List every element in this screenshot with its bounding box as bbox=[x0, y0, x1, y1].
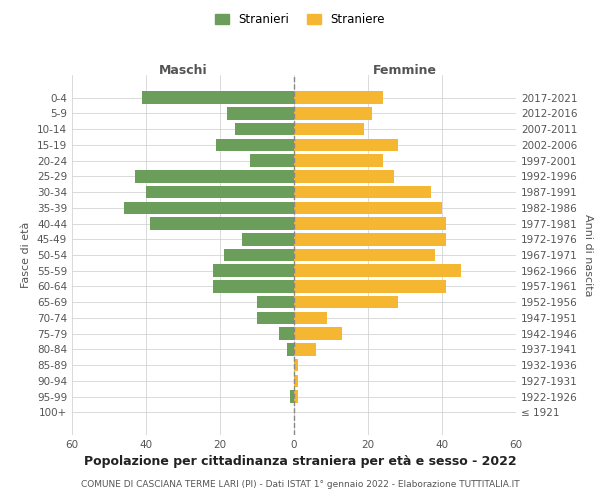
Bar bbox=[294, 374, 298, 387]
Bar bbox=[294, 343, 316, 355]
Y-axis label: Fasce di età: Fasce di età bbox=[22, 222, 31, 288]
Bar bbox=[294, 264, 461, 277]
Text: Femmine: Femmine bbox=[373, 64, 437, 77]
Bar bbox=[294, 123, 364, 136]
Bar bbox=[212, 264, 294, 277]
Bar bbox=[294, 359, 298, 372]
Bar bbox=[290, 390, 294, 403]
Bar bbox=[217, 138, 294, 151]
Bar bbox=[294, 138, 398, 151]
Bar bbox=[224, 248, 294, 262]
Bar bbox=[294, 202, 442, 214]
Bar bbox=[294, 154, 383, 167]
Bar bbox=[294, 248, 434, 262]
Bar bbox=[294, 92, 383, 104]
Text: Popolazione per cittadinanza straniera per età e sesso - 2022: Popolazione per cittadinanza straniera p… bbox=[83, 455, 517, 468]
Bar bbox=[294, 186, 431, 198]
Bar bbox=[279, 328, 294, 340]
Bar bbox=[135, 170, 294, 182]
Bar bbox=[294, 107, 372, 120]
Bar bbox=[294, 170, 394, 182]
Bar bbox=[294, 233, 446, 245]
Bar bbox=[294, 217, 446, 230]
Bar bbox=[235, 123, 294, 136]
Y-axis label: Anni di nascita: Anni di nascita bbox=[583, 214, 593, 296]
Bar bbox=[242, 233, 294, 245]
Bar bbox=[294, 312, 328, 324]
Text: COMUNE DI CASCIANA TERME LARI (PI) - Dati ISTAT 1° gennaio 2022 - Elaborazione T: COMUNE DI CASCIANA TERME LARI (PI) - Dat… bbox=[80, 480, 520, 489]
Bar bbox=[212, 280, 294, 293]
Bar bbox=[287, 343, 294, 355]
Bar bbox=[294, 328, 342, 340]
Bar bbox=[250, 154, 294, 167]
Bar bbox=[142, 92, 294, 104]
Text: Maschi: Maschi bbox=[158, 64, 208, 77]
Bar bbox=[294, 280, 446, 293]
Bar bbox=[150, 217, 294, 230]
Legend: Stranieri, Straniere: Stranieri, Straniere bbox=[210, 8, 390, 31]
Bar bbox=[124, 202, 294, 214]
Bar bbox=[294, 390, 298, 403]
Bar bbox=[257, 296, 294, 308]
Bar bbox=[257, 312, 294, 324]
Bar bbox=[227, 107, 294, 120]
Bar bbox=[146, 186, 294, 198]
Bar bbox=[294, 296, 398, 308]
